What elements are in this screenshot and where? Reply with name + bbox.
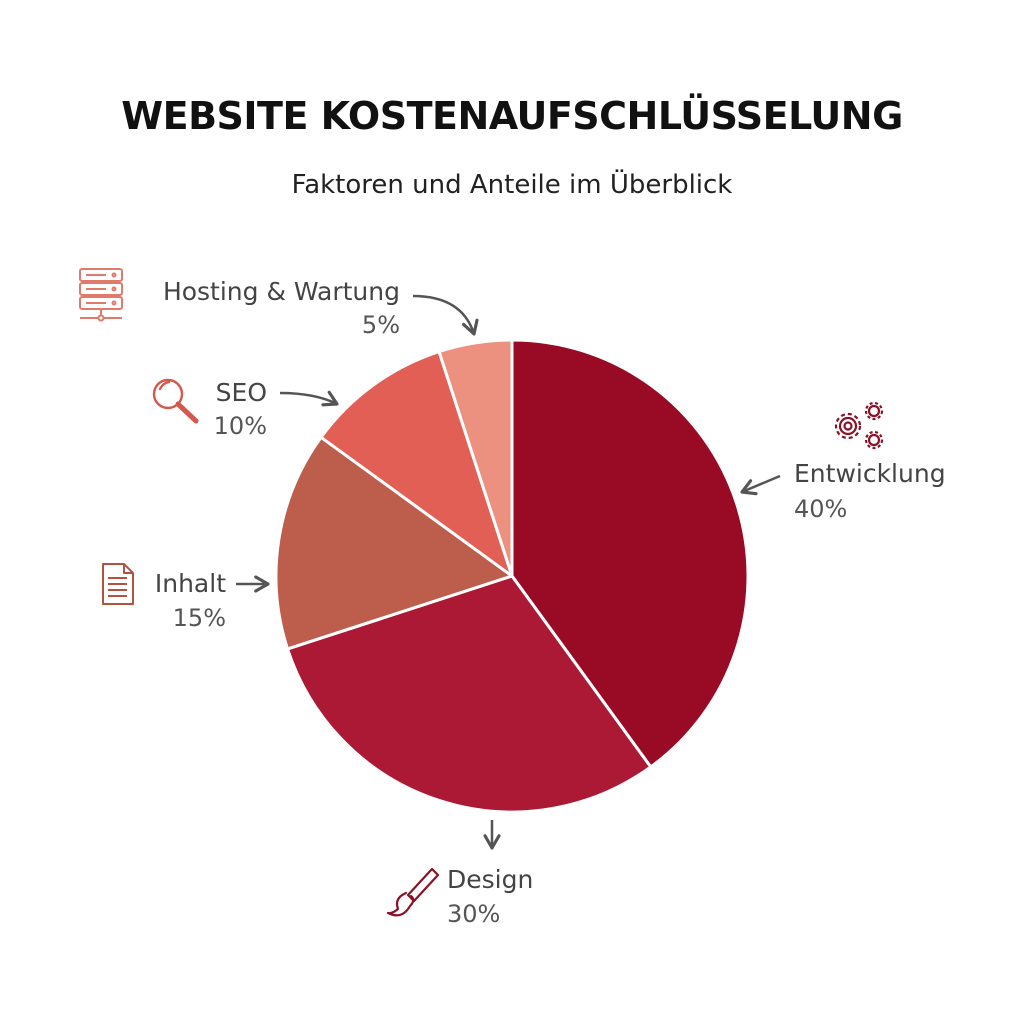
label-inhalt-value: 15%	[173, 604, 226, 632]
label-seo-name: SEO	[216, 378, 267, 407]
pie-slice-design	[286, 574, 653, 814]
paintbrush-icon	[386, 867, 440, 917]
label-entwicklung-name: Entwicklung	[794, 459, 946, 488]
gears-icon	[834, 401, 884, 450]
pie-slices	[274, 338, 750, 814]
label-hosting-name: Hosting & Wartung	[163, 277, 400, 306]
document-icon	[102, 563, 134, 605]
server-icon	[79, 268, 123, 322]
pie-slice-seo	[319, 350, 514, 578]
pie-slice-inhalt	[274, 435, 514, 651]
label-entwicklung-value: 40%	[794, 495, 847, 523]
label-design-value: 30%	[447, 900, 500, 928]
pie-slice-hosting-wartung	[437, 338, 514, 578]
arrow-hosting	[412, 294, 479, 336]
label-design-name: Design	[447, 865, 533, 894]
chart-subtitle: Faktoren und Anteile im Überblick	[291, 170, 733, 200]
label-hosting-value: 5%	[362, 311, 400, 339]
pie-slice-entwicklung	[510, 338, 750, 769]
arrow-entwicklung	[740, 474, 781, 496]
label-inhalt-name: Inhalt	[155, 569, 226, 598]
magnifier-icon	[152, 378, 199, 424]
chart-title: WEBSITE KOSTENAUFSCHLÜSSELUNG	[121, 94, 903, 138]
label-seo-value: 10%	[214, 412, 267, 440]
arrow-seo	[279, 390, 339, 407]
